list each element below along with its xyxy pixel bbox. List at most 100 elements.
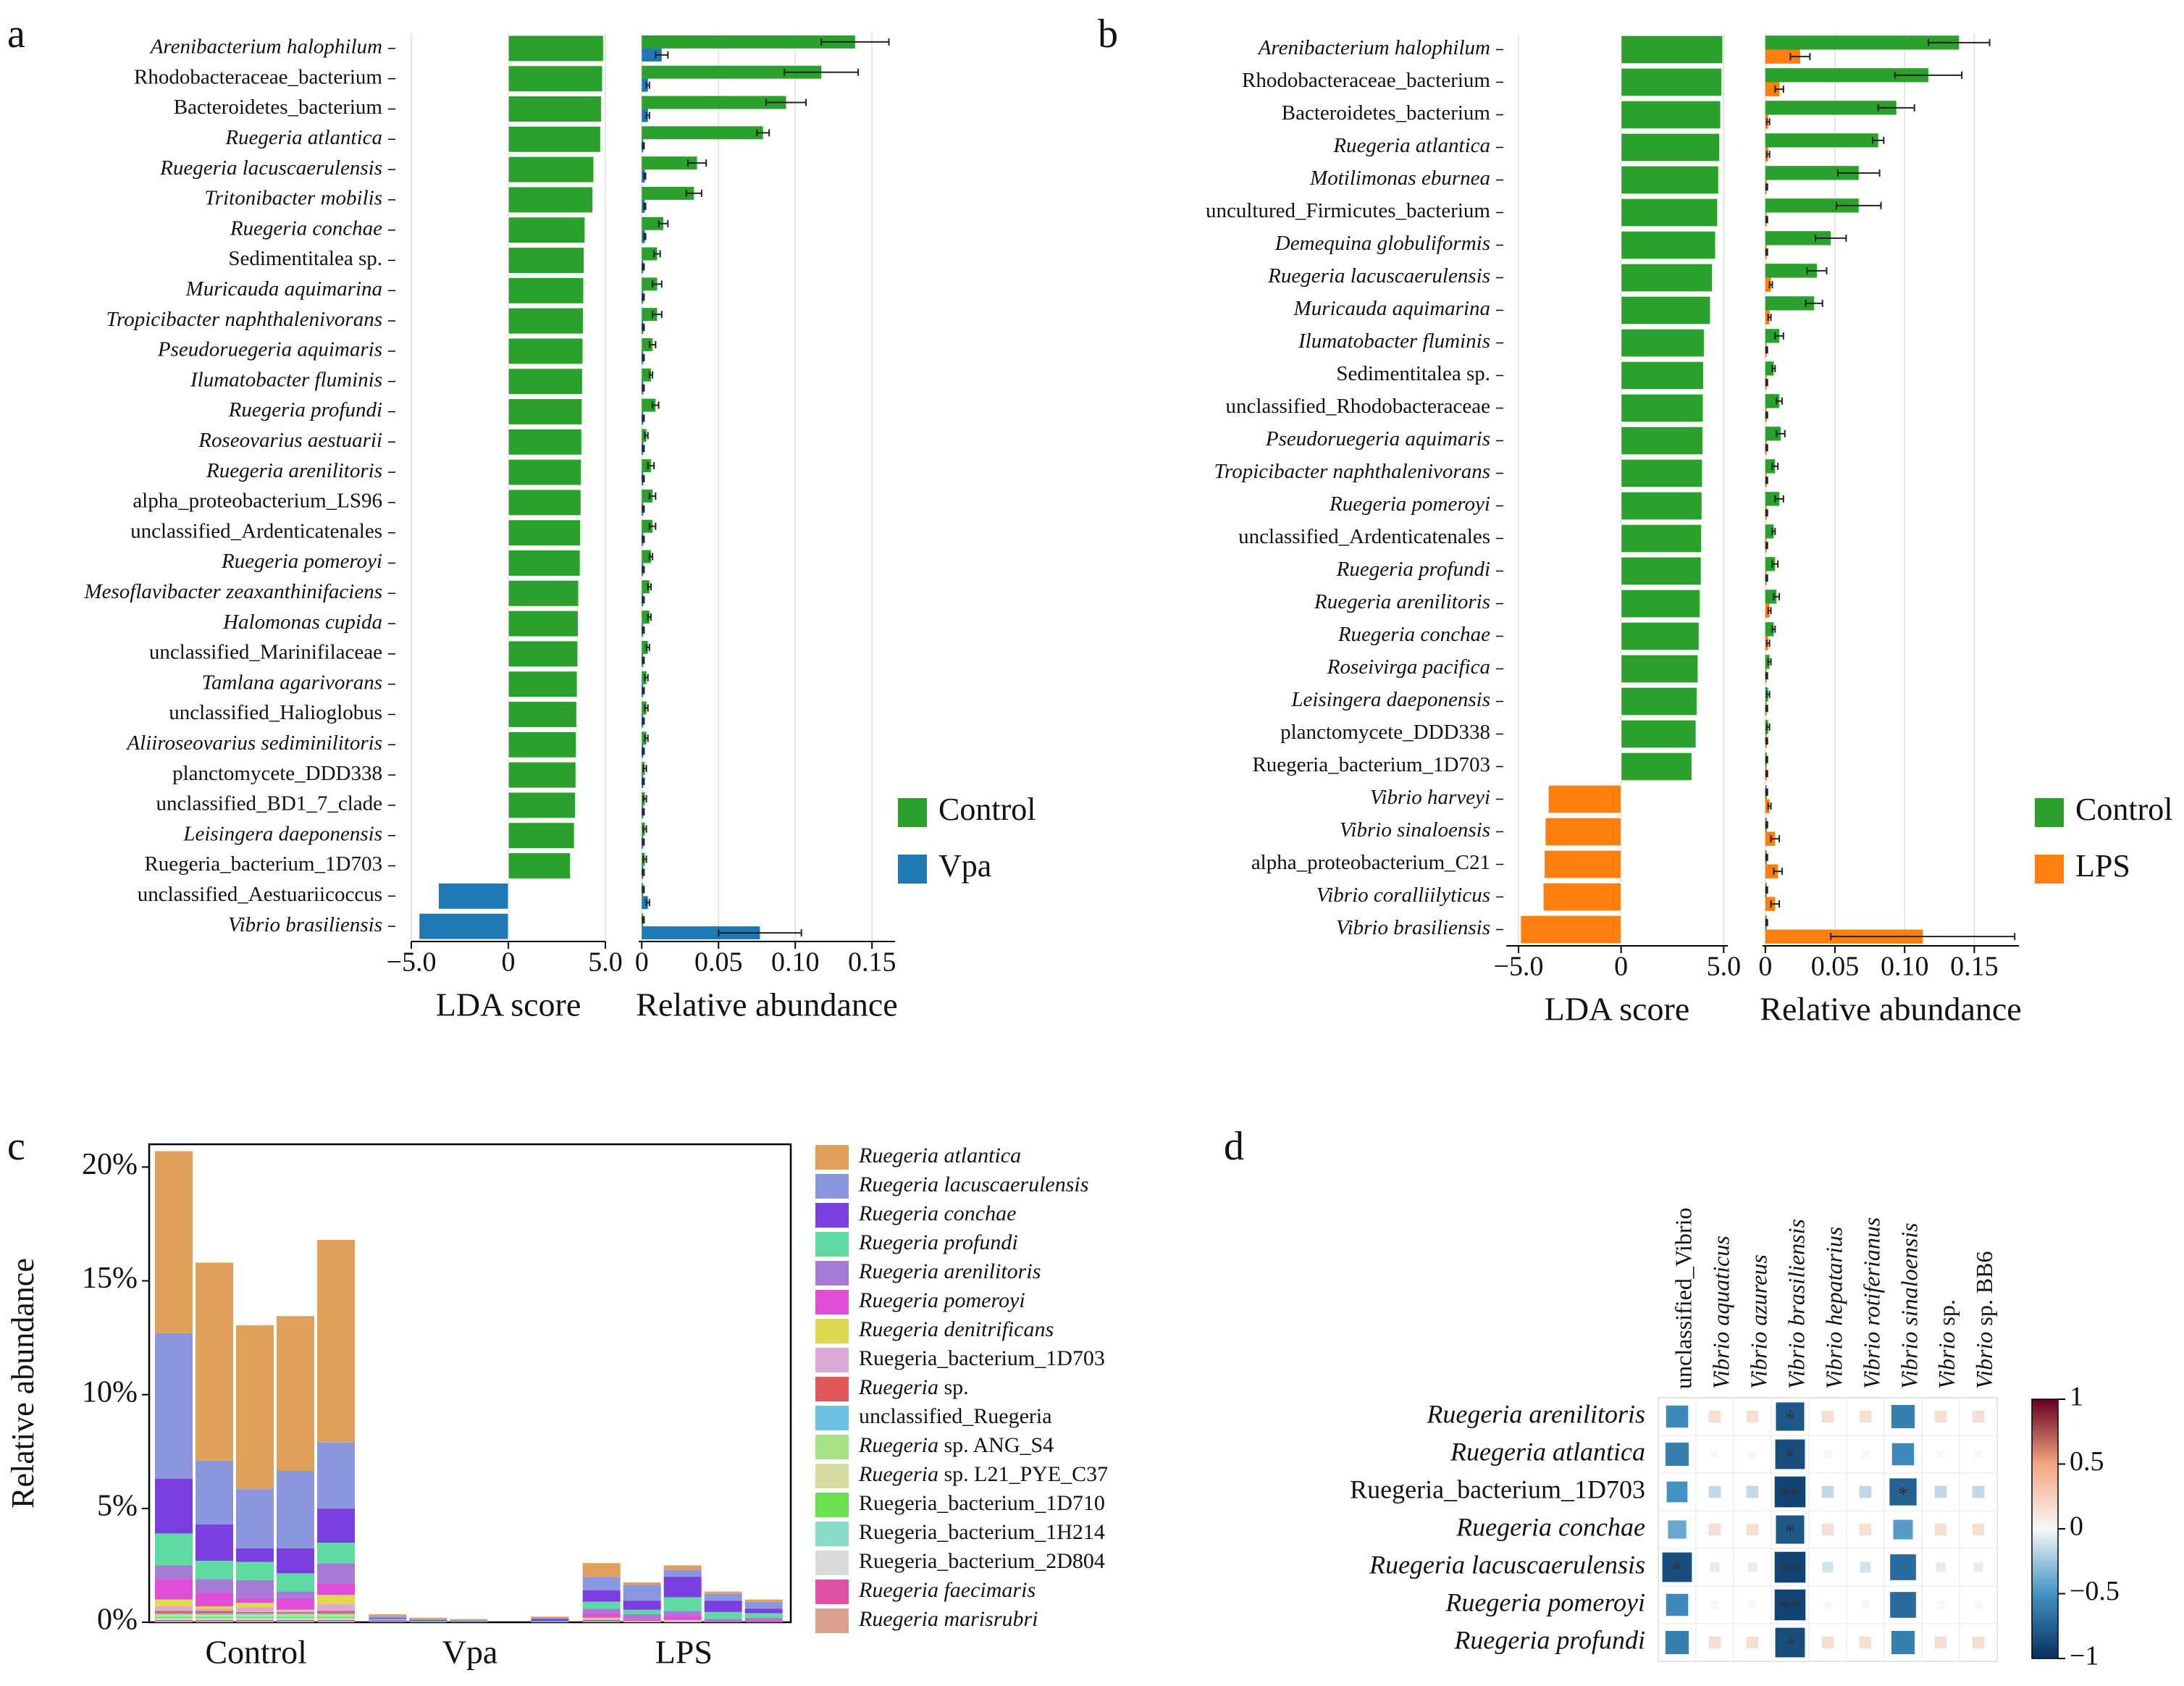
stacked-segment: [155, 1617, 193, 1619]
taxon-label: Vibrio harveyi: [1370, 786, 1490, 809]
lda-tick-label: −5.0: [387, 947, 437, 978]
column-label: Vibrio sp. BB6: [1971, 1251, 1997, 1389]
legend-label: Ruegeria profundi: [858, 1230, 1018, 1254]
heatmap-cell: [1776, 1402, 1805, 1431]
stacked-segment: [409, 1619, 448, 1620]
stacked-segment: [744, 1619, 783, 1622]
lda-bar: [1542, 882, 1622, 912]
lda-bar: [508, 731, 577, 758]
panel-letter: a: [7, 12, 25, 56]
lda-bar: [1621, 133, 1721, 162]
text-upright-part: sp.: [1933, 1299, 1960, 1331]
abundance-bar: [642, 550, 651, 563]
lda-bar: [508, 792, 576, 819]
abundance-xlabel: Relative abundance: [636, 986, 897, 1023]
taxon-label: Bacteroidetes_bacterium: [1282, 101, 1491, 125]
heatmap-cell: [1821, 1485, 1834, 1498]
significance-mark: **: [1780, 1483, 1800, 1506]
legend-label: Ruegeria arenilitoris: [858, 1259, 1041, 1283]
stacked-segment: [196, 1262, 233, 1461]
heatmap-cell: [1823, 1601, 1832, 1609]
heatmap-cell: [1823, 1450, 1832, 1459]
legend-label: Vpa: [938, 848, 991, 884]
row-label: Ruegeria lacuscaerulensis: [1369, 1550, 1645, 1579]
lda-bar: [1621, 263, 1713, 293]
significance-mark: *: [1672, 1559, 1682, 1581]
x-axes: −5.0 0 5.0 0 0.05 0.10 0.15 LDA score Relative a…: [387, 941, 898, 1023]
heatmap-cell: [1746, 1410, 1759, 1423]
legend-label: Ruegeria sp. ANG_S4: [858, 1433, 1054, 1457]
legend-label: Ruegeria lacuscaerulensis: [858, 1173, 1088, 1196]
legend-label: Ruegeria denitrificans: [858, 1317, 1054, 1341]
stacked-segment: [317, 1616, 355, 1618]
lda-bar: [508, 96, 602, 122]
legend-label: Ruegeria conchae: [858, 1201, 1016, 1225]
stacked-segment: [317, 1621, 355, 1622]
abundance-bar: [642, 926, 760, 940]
lda-bar: [1543, 850, 1622, 879]
abundance-bar: [642, 368, 651, 382]
stacked-segment: [369, 1619, 407, 1622]
stacked-segment: [317, 1563, 355, 1584]
heatmap-cell: [1774, 1476, 1806, 1508]
legend-label: Control: [2075, 792, 2172, 827]
stacked-segment: [155, 1333, 193, 1479]
y-axis-label: Relative abundance: [5, 1258, 41, 1509]
stacked-segment: [277, 1548, 314, 1574]
stacked-segment: [450, 1620, 488, 1622]
column-label: Vibrio sp.: [1933, 1299, 1960, 1389]
taxon-label: Ruegeria_bacterium_1D703: [144, 852, 382, 876]
legend-label: Ruegeria_bacterium_1D703: [859, 1346, 1105, 1370]
legend-label: Ruegeria sp.: [858, 1375, 969, 1399]
stacked-segment: [369, 1619, 407, 1620]
stacked-segment: [663, 1621, 702, 1622]
stacked-segment: [196, 1619, 233, 1622]
heatmap-cell: [1708, 1410, 1721, 1423]
stacked-segment: [663, 1577, 702, 1598]
heatmap-cell: [1860, 1561, 1871, 1573]
panel-c: c 0% 5% 10% 15% 20% Relative abundance Control V…: [5, 1124, 1108, 1671]
stacked-segment: [663, 1615, 702, 1620]
abundance-bar: [1765, 166, 1859, 180]
stacked-segment: [450, 1619, 488, 1621]
lda-bar: [508, 671, 578, 698]
heatmap-cell: [1710, 1601, 1719, 1609]
taxon-label: alpha_proteobacterium_LS96: [133, 490, 382, 513]
stacked-segment: [277, 1598, 314, 1610]
stacked-segment: [196, 1617, 233, 1619]
row-label: Ruegeria pomeroyi: [1445, 1588, 1645, 1616]
stacked-segment: [317, 1619, 355, 1620]
stacked-segment: [196, 1579, 233, 1593]
heatmap-grid-cell: [1959, 1623, 1998, 1662]
heatmap-cells: **** *** *****: [1658, 1397, 1998, 1662]
y-tick-label: 10%: [82, 1375, 138, 1409]
heatmap-cell: [1708, 1523, 1721, 1536]
colorbar-tick-label: −1: [2070, 1641, 2099, 1672]
colorbar-tick-label: 0: [2070, 1511, 2083, 1542]
legend-swatch: [815, 1261, 849, 1286]
taxon-label: Tritonibacter mobilis: [204, 187, 382, 210]
stacked-segment: [277, 1621, 314, 1622]
taxon-label: Halomonas cupida: [222, 611, 382, 634]
stacked-segment: [196, 1615, 233, 1617]
stacked-segment: [317, 1508, 355, 1543]
taxon-label: Rhodobacteraceae_bacterium: [134, 65, 382, 88]
abundance-bar: [1765, 68, 1928, 83]
lda-tick-label: 5.0: [588, 947, 623, 978]
legend-swatch: [815, 1493, 849, 1517]
colorbar-tick-label: 1: [2070, 1382, 2083, 1412]
heatmap-cell: [1891, 1404, 1915, 1429]
text-italic-part: Ruegeria: [858, 1433, 938, 1457]
abundance-bar: [642, 247, 658, 261]
taxon-label: Ruegeria pomeroyi: [221, 550, 382, 573]
stacked-segment: [196, 1524, 233, 1561]
stacked-segment: [277, 1316, 314, 1471]
heatmap-cell: [1665, 1442, 1689, 1467]
stacked-segment: [531, 1617, 569, 1619]
panel-d: d unclassified_Vibrio Vibrio aquaticus Vibr…: [1224, 1124, 2120, 1672]
stacked-segment: [582, 1617, 621, 1619]
lda-tick-label: −5.0: [1494, 952, 1544, 982]
stacked-segment: [582, 1621, 621, 1622]
stacked-segment: [317, 1543, 355, 1564]
stacked-segment: [317, 1240, 355, 1443]
